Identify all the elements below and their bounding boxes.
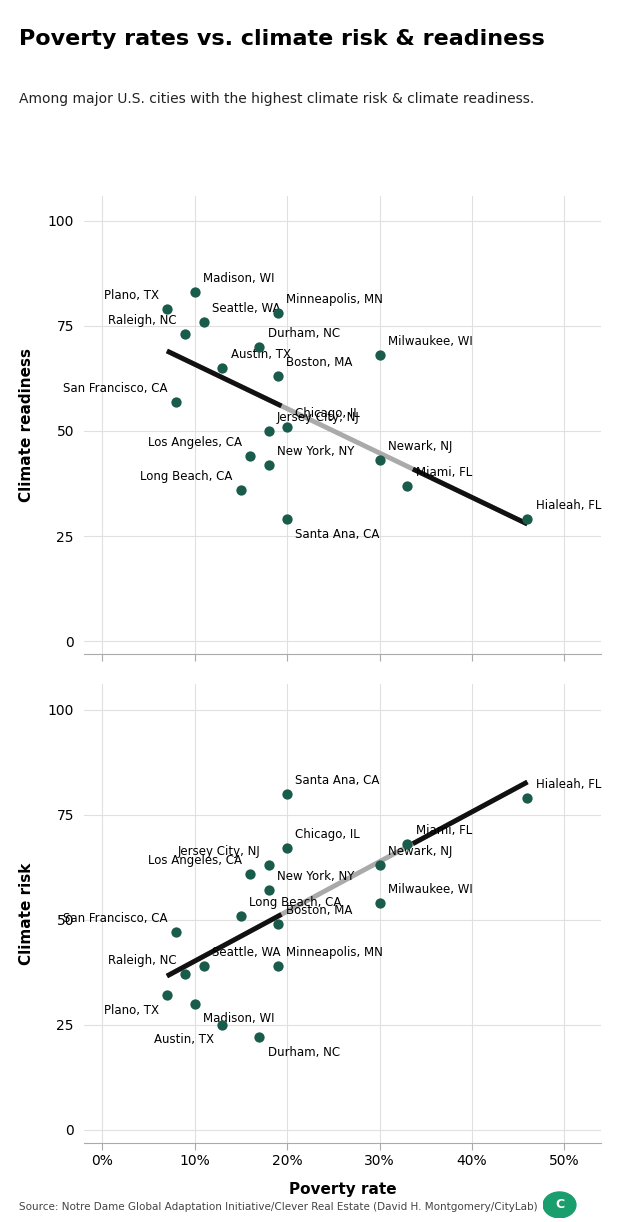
Point bbox=[282, 783, 292, 803]
Text: Poverty rates vs. climate risk & readiness: Poverty rates vs. climate risk & readine… bbox=[19, 29, 544, 49]
Point bbox=[273, 303, 283, 323]
Text: San Francisco, CA: San Francisco, CA bbox=[63, 913, 168, 925]
Point bbox=[523, 510, 533, 529]
X-axis label: Poverty rate: Poverty rate bbox=[289, 1182, 396, 1198]
Point bbox=[162, 299, 172, 319]
Point bbox=[374, 893, 384, 913]
Point bbox=[374, 346, 384, 365]
Text: Hialeah, FL: Hialeah, FL bbox=[536, 778, 601, 791]
Point bbox=[190, 282, 200, 302]
Text: Durham, NC: Durham, NC bbox=[268, 327, 340, 340]
Point bbox=[282, 417, 292, 436]
Text: Santa Ana, CA: Santa Ana, CA bbox=[295, 528, 380, 540]
Text: Miami, FL: Miami, FL bbox=[415, 824, 472, 837]
Point bbox=[273, 914, 283, 934]
Text: C: C bbox=[555, 1199, 564, 1211]
Point bbox=[171, 392, 181, 412]
Point bbox=[282, 510, 292, 529]
Text: Durham, NC: Durham, NC bbox=[268, 1046, 340, 1058]
Text: Jersey City, NJ: Jersey City, NJ bbox=[277, 411, 360, 424]
Text: Miami, FL: Miami, FL bbox=[415, 466, 472, 479]
Text: Long Beach, CA: Long Beach, CA bbox=[249, 896, 342, 909]
Point bbox=[180, 325, 190, 345]
Text: Seattle, WA: Seattle, WA bbox=[212, 302, 281, 315]
Text: Madison, WI: Madison, WI bbox=[203, 273, 275, 285]
Text: Austin, TX: Austin, TX bbox=[231, 348, 291, 360]
Point bbox=[402, 475, 412, 495]
Text: Long Beach, CA: Long Beach, CA bbox=[140, 470, 232, 483]
Text: Madison, WI: Madison, WI bbox=[203, 1012, 275, 1025]
Point bbox=[199, 957, 209, 976]
Text: Minneapolis, MN: Minneapolis, MN bbox=[286, 293, 383, 307]
Point bbox=[254, 1028, 264, 1047]
Point bbox=[273, 367, 283, 386]
Point bbox=[236, 906, 246, 925]
Text: Milwaukee, WI: Milwaukee, WI bbox=[388, 884, 472, 896]
Text: Newark, NJ: Newark, NJ bbox=[388, 440, 452, 453]
Text: Los Angeles, CA: Los Angeles, CA bbox=[148, 436, 242, 450]
Text: Los Angeles, CA: Los Angeles, CA bbox=[148, 853, 242, 866]
Point bbox=[245, 446, 255, 466]
Text: San Francisco, CA: San Francisco, CA bbox=[63, 381, 168, 395]
Text: Santa Ana, CA: Santa Ana, CA bbox=[295, 774, 380, 787]
Point bbox=[374, 451, 384, 470]
Point bbox=[273, 957, 283, 976]
Text: Boston, MA: Boston, MA bbox=[286, 904, 353, 916]
Point bbox=[199, 312, 209, 331]
Text: Seattle, WA: Seattle, WA bbox=[212, 946, 281, 959]
Y-axis label: Climate risk: Climate risk bbox=[19, 863, 33, 964]
Point bbox=[523, 788, 533, 808]
Point bbox=[218, 1015, 228, 1035]
Text: Minneapolis, MN: Minneapolis, MN bbox=[286, 946, 383, 959]
Text: Plano, TX: Plano, TX bbox=[104, 290, 159, 302]
Text: Jersey City, NJ: Jersey City, NJ bbox=[177, 846, 260, 858]
Point bbox=[236, 480, 246, 500]
Text: Newark, NJ: Newark, NJ bbox=[388, 846, 452, 858]
Point bbox=[264, 881, 273, 901]
Text: New York, NY: New York, NY bbox=[277, 445, 354, 458]
Point bbox=[180, 964, 190, 984]
Text: Chicago, IL: Chicago, IL bbox=[295, 829, 360, 841]
Text: Raleigh, NC: Raleigh, NC bbox=[108, 314, 177, 327]
Text: Austin, TX: Austin, TX bbox=[154, 1033, 214, 1046]
Point bbox=[374, 855, 384, 875]
Point bbox=[218, 358, 228, 378]
Text: New York, NY: New York, NY bbox=[277, 870, 354, 884]
Text: Among major U.S. cities with the highest climate risk & climate readiness.: Among major U.S. cities with the highest… bbox=[19, 93, 534, 106]
Text: Hialeah, FL: Hialeah, FL bbox=[536, 500, 601, 512]
Point bbox=[264, 855, 273, 875]
Text: Raleigh, NC: Raleigh, NC bbox=[108, 954, 177, 968]
Circle shape bbox=[543, 1191, 576, 1218]
Point bbox=[171, 923, 181, 942]
Text: Milwaukee, WI: Milwaukee, WI bbox=[388, 335, 472, 348]
Y-axis label: Climate readiness: Climate readiness bbox=[19, 347, 33, 502]
Point bbox=[282, 838, 292, 858]
Text: Plano, TX: Plano, TX bbox=[104, 1003, 159, 1017]
Point bbox=[254, 337, 264, 357]
Text: Source: Notre Dame Global Adaptation Initiative/Clever Real Estate (David H. Mon: Source: Notre Dame Global Adaptation Ini… bbox=[19, 1202, 537, 1212]
Point bbox=[264, 422, 273, 441]
Point bbox=[190, 993, 200, 1013]
Point bbox=[245, 864, 255, 884]
Text: Chicago, IL: Chicago, IL bbox=[295, 407, 360, 420]
Point bbox=[162, 986, 172, 1006]
Text: Boston, MA: Boston, MA bbox=[286, 357, 353, 369]
Point bbox=[264, 455, 273, 474]
Point bbox=[402, 835, 412, 854]
